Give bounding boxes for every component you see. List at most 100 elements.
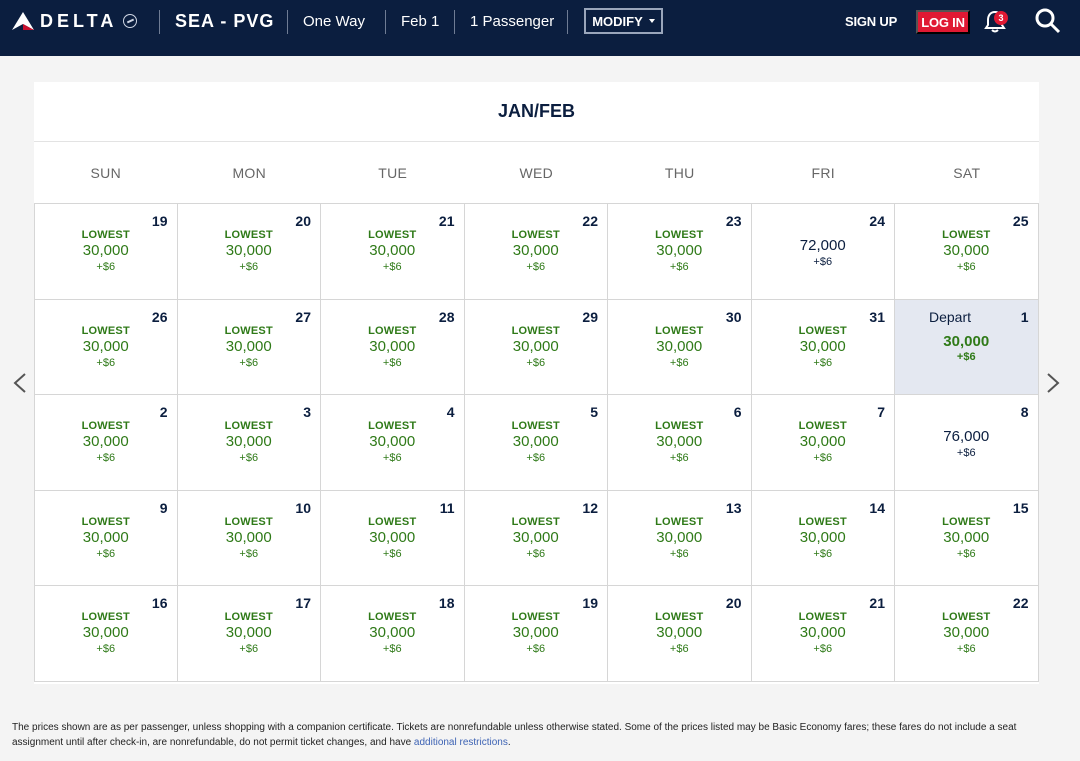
day-number: 22 xyxy=(1012,595,1029,612)
calendar-day[interactable]: 17 LOWEST 30,000 +$6 xyxy=(177,586,321,682)
chevron-right-icon[interactable] xyxy=(1045,372,1061,394)
fare-fee: +$6 xyxy=(526,452,546,465)
calendar-day[interactable]: 10 LOWEST 30,000 +$6 xyxy=(177,490,321,587)
lowest-fare-badge: LOWEST xyxy=(798,420,847,433)
fare-miles: 72,000 xyxy=(799,237,846,254)
calendar-day[interactable]: 19 LOWEST 30,000 +$6 xyxy=(464,586,608,682)
passenger-count[interactable]: 1 Passenger xyxy=(470,13,555,30)
day-number: 16 xyxy=(151,595,168,612)
day-number: 4 xyxy=(446,404,455,421)
fare-miles: 30,000 xyxy=(225,242,272,259)
weekday-label: SAT xyxy=(953,164,981,181)
modify-label: MODIFY xyxy=(592,13,643,29)
calendar-day[interactable]: 3 LOWEST 30,000 +$6 xyxy=(177,395,321,491)
calendar-day[interactable]: 15 LOWEST 30,000 +$6 xyxy=(895,490,1039,587)
calendar-day[interactable]: 20 LOWEST 30,000 +$6 xyxy=(177,204,321,300)
fare-fee: +$6 xyxy=(669,261,689,273)
day-number: 12 xyxy=(582,499,598,516)
calendar-day[interactable]: 4 LOWEST 30,000 +$6 xyxy=(321,395,465,491)
trip-date[interactable]: Feb 1 xyxy=(401,13,440,30)
day-number: 22 xyxy=(582,213,598,229)
lowest-fare-badge: LOWEST xyxy=(224,611,273,624)
lowest-fare-badge: LOWEST xyxy=(798,324,847,337)
day-number: 9 xyxy=(159,499,168,516)
lowest-fare-badge: LOWEST xyxy=(81,229,130,241)
fare-miles: 30,000 xyxy=(943,242,990,259)
fare-fee: +$6 xyxy=(382,261,402,273)
fare-miles: 30,000 xyxy=(656,337,703,355)
lowest-fare-badge: LOWEST xyxy=(81,420,130,433)
divider xyxy=(159,10,160,34)
calendar-day[interactable]: 13 LOWEST 30,000 +$6 xyxy=(608,490,752,587)
calendar-day[interactable]: 19 LOWEST 30,000 +$6 xyxy=(34,204,178,300)
calendar-day[interactable]: 24 72,000 +$6 xyxy=(751,204,895,300)
calendar-day[interactable]: 21 LOWEST 30,000 +$6 xyxy=(321,204,465,300)
divider xyxy=(287,10,288,34)
calendar-day[interactable]: 21 LOWEST 30,000 +$6 xyxy=(751,586,895,682)
fare-miles: 30,000 xyxy=(656,528,703,546)
calendar-day[interactable]: 7 LOWEST 30,000 +$6 xyxy=(751,395,895,491)
route-label[interactable]: SEA - PVG xyxy=(175,11,275,31)
caret-down-icon xyxy=(648,19,655,23)
calendar-day[interactable]: 6 LOWEST 30,000 +$6 xyxy=(608,395,752,491)
delta-logo[interactable]: DELTA xyxy=(12,10,138,32)
calendar-day[interactable]: 11 LOWEST 30,000 +$6 xyxy=(321,490,465,587)
disclaimer-text: The prices shown are as per passenger, u… xyxy=(12,722,1017,748)
calendar-day[interactable]: 26 LOWEST 30,000 +$6 xyxy=(34,299,178,396)
fare-miles: 30,000 xyxy=(512,433,559,451)
day-number: 15 xyxy=(1012,499,1029,516)
calendar-day[interactable]: 30 LOWEST 30,000 +$6 xyxy=(608,299,752,396)
calendar-day[interactable]: 14 LOWEST 30,000 +$6 xyxy=(751,490,895,587)
calendar-day[interactable]: 2 LOWEST 30,000 +$6 xyxy=(34,395,178,491)
fare-miles: 30,000 xyxy=(369,528,416,546)
fare-fee: +$6 xyxy=(669,452,689,465)
weekday-label: FRI xyxy=(811,164,835,181)
fare-fee: +$6 xyxy=(382,547,402,560)
divider xyxy=(385,10,386,34)
day-number: 8 xyxy=(1020,404,1029,421)
calendar-day[interactable]: 28 LOWEST 30,000 +$6 xyxy=(321,299,465,396)
fare-miles: 30,000 xyxy=(369,337,416,355)
calendar-day[interactable]: 16 LOWEST 30,000 +$6 xyxy=(34,586,178,682)
day-number: 11 xyxy=(439,499,455,516)
calendar-day[interactable]: 27 LOWEST 30,000 +$6 xyxy=(177,299,321,396)
calendar-day[interactable]: 20 LOWEST 30,000 +$6 xyxy=(608,586,752,682)
calendar-day-selected[interactable]: 1 Depart 30,000 +$6 xyxy=(895,299,1039,396)
calendar-day[interactable]: 29 LOWEST 30,000 +$6 xyxy=(464,299,608,396)
fare-miles: 30,000 xyxy=(656,242,703,259)
calendar-day[interactable]: 8 76,000 +$6 xyxy=(895,395,1039,491)
day-number: 21 xyxy=(438,213,455,229)
calendar-day[interactable]: 22 LOWEST 30,000 +$6 xyxy=(464,204,608,300)
day-number: 28 xyxy=(438,308,455,325)
calendar-day[interactable]: 18 LOWEST 30,000 +$6 xyxy=(321,586,465,682)
fare-fee: +$6 xyxy=(382,643,402,656)
fare-miles: 30,000 xyxy=(799,337,846,355)
log-in-button[interactable]: LOG IN xyxy=(916,10,970,34)
calendar-day[interactable]: 9 LOWEST 30,000 +$6 xyxy=(34,490,178,587)
modify-button[interactable]: MODIFY xyxy=(584,8,663,34)
fare-miles: 30,000 xyxy=(225,337,272,355)
weekday-label: SUN xyxy=(90,164,121,181)
calendar-day[interactable]: 25 LOWEST 30,000 +$6 xyxy=(895,204,1039,300)
additional-restrictions-link[interactable]: additional restrictions xyxy=(413,737,508,748)
calendar-day[interactable]: 12 LOWEST 30,000 +$6 xyxy=(464,490,608,587)
day-number: 13 xyxy=(725,499,742,516)
fare-fee: +$6 xyxy=(956,547,976,560)
calendar-day[interactable]: 23 LOWEST 30,000 +$6 xyxy=(608,204,752,300)
fare-miles: 30,000 xyxy=(82,242,129,259)
trip-type[interactable]: One Way xyxy=(303,13,365,30)
fare-fee: +$6 xyxy=(813,643,833,656)
fare-miles: 30,000 xyxy=(369,624,416,642)
fare-miles: 30,000 xyxy=(943,528,990,546)
fare-miles: 30,000 xyxy=(512,337,559,355)
calendar-day[interactable]: 5 LOWEST 30,000 +$6 xyxy=(464,395,608,491)
fare-fee: +$6 xyxy=(813,547,833,560)
calendar-day[interactable]: 22 LOWEST 30,000 +$6 xyxy=(895,586,1039,682)
calendar-day[interactable]: 31 LOWEST 30,000 +$6 xyxy=(751,299,895,396)
logo-text: DELTA xyxy=(40,10,118,31)
fare-fee: +$6 xyxy=(813,356,833,369)
sign-up-link[interactable]: SIGN UP xyxy=(845,14,898,29)
fare-miles: 30,000 xyxy=(225,624,272,642)
search-icon[interactable] xyxy=(1034,7,1062,35)
chevron-left-icon[interactable] xyxy=(12,372,28,394)
